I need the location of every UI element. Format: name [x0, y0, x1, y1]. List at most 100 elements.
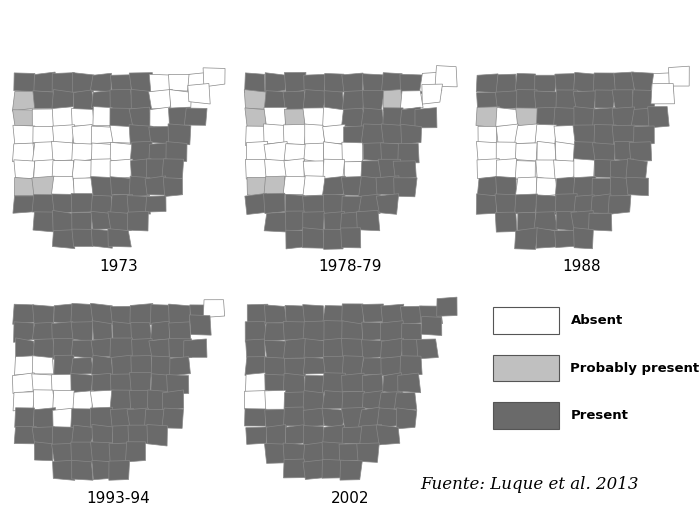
Polygon shape — [188, 83, 210, 104]
Polygon shape — [626, 177, 648, 196]
Polygon shape — [496, 107, 519, 126]
Polygon shape — [322, 442, 345, 462]
Polygon shape — [246, 373, 267, 392]
Polygon shape — [52, 427, 74, 446]
Polygon shape — [72, 124, 94, 145]
Text: Present: Present — [570, 409, 629, 422]
Polygon shape — [323, 338, 345, 359]
Polygon shape — [132, 339, 153, 358]
Polygon shape — [169, 107, 190, 128]
Polygon shape — [265, 357, 287, 377]
Polygon shape — [517, 212, 536, 230]
Polygon shape — [34, 160, 55, 180]
Polygon shape — [92, 321, 112, 341]
Polygon shape — [71, 358, 94, 374]
Polygon shape — [322, 460, 345, 478]
Polygon shape — [131, 89, 153, 111]
Polygon shape — [32, 427, 55, 445]
Polygon shape — [342, 196, 365, 214]
Polygon shape — [593, 73, 616, 93]
Polygon shape — [555, 142, 576, 162]
Polygon shape — [264, 176, 285, 196]
Polygon shape — [323, 425, 344, 445]
Polygon shape — [495, 212, 517, 232]
Polygon shape — [651, 84, 675, 104]
Polygon shape — [340, 212, 361, 231]
Polygon shape — [110, 89, 134, 111]
Polygon shape — [594, 159, 615, 177]
Polygon shape — [169, 339, 192, 358]
Polygon shape — [514, 194, 538, 213]
Polygon shape — [265, 305, 287, 323]
Polygon shape — [246, 339, 265, 357]
Polygon shape — [516, 108, 538, 127]
Polygon shape — [554, 230, 577, 248]
Polygon shape — [284, 72, 306, 93]
Polygon shape — [13, 125, 35, 144]
Polygon shape — [265, 444, 287, 463]
Polygon shape — [323, 356, 345, 376]
Polygon shape — [125, 442, 146, 462]
Polygon shape — [303, 460, 326, 480]
Polygon shape — [381, 143, 404, 161]
Polygon shape — [111, 306, 132, 325]
Polygon shape — [54, 304, 74, 323]
Polygon shape — [393, 161, 416, 179]
Polygon shape — [610, 159, 634, 179]
Polygon shape — [244, 409, 266, 426]
Polygon shape — [476, 107, 500, 127]
Polygon shape — [322, 408, 346, 427]
Polygon shape — [323, 194, 345, 215]
Polygon shape — [265, 390, 286, 409]
Polygon shape — [150, 107, 169, 128]
Polygon shape — [573, 72, 596, 93]
Polygon shape — [130, 390, 153, 411]
Polygon shape — [92, 425, 113, 446]
Polygon shape — [361, 124, 384, 145]
Polygon shape — [90, 73, 111, 91]
Polygon shape — [342, 73, 363, 93]
Polygon shape — [129, 107, 151, 128]
Polygon shape — [91, 338, 113, 357]
Polygon shape — [110, 108, 132, 128]
Polygon shape — [127, 408, 150, 428]
Polygon shape — [32, 176, 55, 196]
Polygon shape — [536, 195, 557, 214]
Polygon shape — [398, 143, 419, 163]
Polygon shape — [342, 427, 364, 444]
Polygon shape — [110, 390, 132, 411]
Polygon shape — [302, 305, 324, 323]
Polygon shape — [595, 90, 616, 108]
Polygon shape — [91, 176, 113, 197]
Polygon shape — [74, 90, 95, 110]
Polygon shape — [284, 459, 307, 478]
Polygon shape — [496, 124, 519, 145]
Bar — [493, 355, 559, 381]
Text: Absent: Absent — [570, 314, 623, 327]
Polygon shape — [615, 141, 634, 161]
Polygon shape — [477, 176, 496, 196]
Polygon shape — [357, 443, 379, 463]
Polygon shape — [284, 322, 305, 340]
Polygon shape — [556, 90, 578, 110]
Polygon shape — [421, 317, 442, 336]
Polygon shape — [592, 178, 612, 196]
Polygon shape — [247, 177, 267, 197]
Polygon shape — [71, 374, 93, 394]
Polygon shape — [517, 89, 537, 111]
Polygon shape — [246, 126, 267, 145]
Polygon shape — [203, 300, 225, 318]
Polygon shape — [303, 357, 326, 374]
Polygon shape — [284, 358, 305, 377]
Polygon shape — [303, 108, 326, 128]
Polygon shape — [324, 90, 344, 109]
Polygon shape — [400, 74, 423, 94]
Polygon shape — [397, 408, 416, 429]
Polygon shape — [90, 303, 113, 325]
Polygon shape — [668, 66, 690, 86]
Polygon shape — [362, 322, 384, 341]
Polygon shape — [51, 374, 75, 394]
Polygon shape — [149, 74, 170, 92]
Polygon shape — [263, 124, 285, 144]
Polygon shape — [246, 159, 268, 180]
